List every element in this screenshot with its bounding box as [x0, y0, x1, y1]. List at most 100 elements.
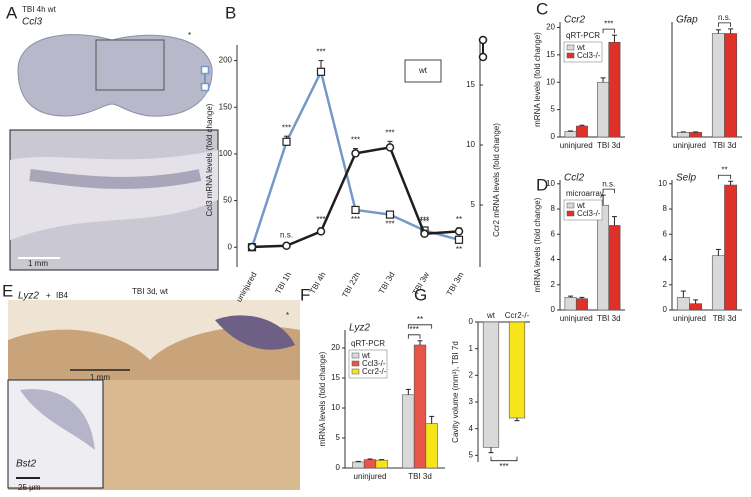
legend-swatch: [351, 352, 360, 359]
bar: [689, 303, 703, 311]
y-tick-label: 1: [469, 344, 474, 353]
y-tick-label: 2: [551, 280, 556, 289]
x-tick-label: uninjured: [560, 141, 593, 150]
data-point: [282, 241, 291, 251]
chart-title: Lyz2: [349, 323, 370, 334]
y-tick-label: 8: [551, 204, 556, 213]
significance-bracket: [717, 22, 732, 27]
y-tick-label: 0: [663, 305, 668, 314]
y-tick-label: 20: [546, 23, 555, 32]
significance-label: n.s.: [718, 13, 731, 22]
significance-bracket: [407, 324, 433, 329]
significance-bracket: [602, 188, 615, 194]
bar: [402, 394, 415, 469]
scale-bar-label: 1 mm: [90, 373, 110, 382]
y2-axis-label: Ccr2 mRNA levels (fold change): [492, 123, 501, 237]
significance-label: ***: [409, 325, 418, 334]
legend-swatch: [566, 44, 575, 51]
y-tick-label: 6: [663, 229, 668, 238]
significance-bracket: [490, 456, 518, 462]
panel-a-images: [9, 24, 220, 271]
y-axis-label: mRNA levels (fold change): [318, 351, 327, 446]
significance-label: ***: [316, 215, 325, 224]
significance-label: n.s.: [602, 179, 615, 188]
x-tick-label: TBI 22h: [340, 271, 362, 300]
scale-bar-label: 25 μm: [18, 483, 41, 492]
stain-plus: +: [46, 291, 51, 300]
x-tick-label: TBI 3m: [445, 270, 466, 297]
y-tick-label: 15: [546, 50, 555, 59]
y-tick-label: 20: [331, 343, 340, 352]
y-tick-label: 8: [663, 204, 668, 213]
data-point: [351, 205, 360, 215]
significance-label: **: [417, 315, 423, 324]
legend-label: Ccr2-/-: [362, 367, 387, 376]
x-tick-label: Ccr2-/-: [505, 311, 530, 320]
bar: [711, 255, 725, 311]
x-tick-label: uninjured: [673, 141, 706, 150]
significance-bracket: [717, 174, 732, 180]
significance-label: ***: [316, 48, 325, 57]
legend-swatch: [566, 52, 575, 59]
significance-label: ***: [282, 123, 291, 132]
panel-label: A: [6, 3, 18, 22]
y-tick-label: 100: [219, 149, 233, 158]
significance-bracket: [602, 28, 615, 34]
bar: [608, 225, 621, 311]
legend-swatch: [351, 360, 360, 367]
legend-swatch: [566, 202, 575, 209]
x-tick-label: wt: [486, 311, 496, 320]
panel-label: G: [414, 285, 427, 304]
y2-tick-label: 10: [466, 140, 475, 149]
bar: [375, 459, 388, 469]
bar: [597, 81, 610, 138]
chart-title: Ccr2: [564, 15, 586, 26]
image-gene: Ccl3: [22, 17, 42, 28]
y-tick-label: 5: [469, 450, 474, 459]
chart-title: Ccl2: [564, 173, 584, 184]
significance-label: ***: [385, 220, 394, 229]
y-tick-label: 15: [331, 373, 340, 382]
significance-label: ***: [385, 129, 394, 138]
significance-label: ***: [499, 462, 508, 471]
legend-label: Ccl3-/-: [577, 209, 601, 218]
data-point: [454, 227, 464, 236]
y-tick-label: 4: [469, 424, 474, 433]
x-tick-label: TBI 3d: [377, 271, 397, 296]
y-axis-label: mRNA levels (fold change): [533, 197, 542, 292]
legend-swatch: [566, 210, 575, 217]
legend-label: wt: [576, 201, 586, 210]
bar: [575, 298, 588, 311]
series-key-marker: [200, 82, 210, 92]
significance-label: ***: [420, 216, 429, 225]
x-tick-label: uninjured: [234, 271, 258, 304]
bar: [711, 33, 725, 138]
method-label: qRT-PCR: [351, 339, 385, 348]
data-point: [385, 210, 395, 219]
data-point: [454, 235, 464, 244]
panel-label: F: [300, 285, 310, 304]
significance-label: ***: [351, 136, 360, 145]
x-tick-label: TBI 3d: [597, 314, 621, 323]
y-tick-label: 10: [546, 77, 555, 86]
x-tick-label: uninjured: [673, 314, 706, 323]
y-tick-label: 2: [663, 280, 668, 289]
x-tick-label: TBI 3d: [597, 141, 621, 150]
legend-box: [404, 59, 442, 83]
y-tick-label: 0: [469, 317, 474, 326]
data-point: [282, 137, 291, 146]
panel-e-images: [7, 300, 300, 490]
y-tick-label: 0: [336, 463, 341, 472]
legend-swatch: [351, 368, 360, 375]
bar: [676, 132, 690, 138]
data-point: [316, 227, 326, 236]
asterisk: *: [286, 311, 289, 320]
y2-tick-label: 15: [466, 80, 475, 89]
significance-label: **: [456, 245, 462, 254]
bar: [564, 131, 577, 138]
x-tick-label: TBI 3d: [713, 314, 737, 323]
bar: [508, 321, 526, 419]
asterisk: *: [188, 31, 191, 40]
y-tick-label: 10: [658, 179, 667, 188]
